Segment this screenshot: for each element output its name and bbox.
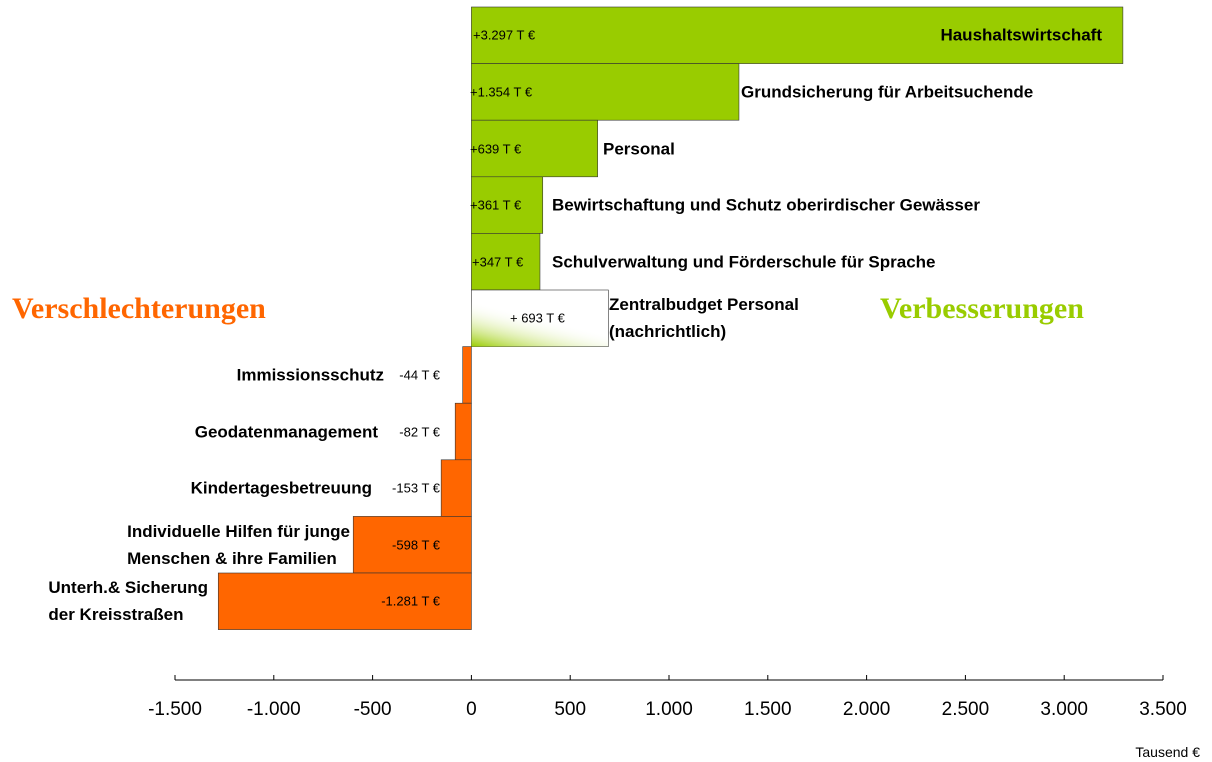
value-label: +3.297 T € [473,27,536,43]
x-tick-label: 2.000 [843,699,891,720]
x-tick-label: 1.500 [744,699,792,720]
category-label: Grundsicherung für Arbeitsuchende [741,82,1034,102]
category-label: Zentralbudget Personal (nachrichtlich) [609,295,799,342]
x-tick-label: 2.500 [942,699,990,720]
value-label: +361 T € [470,197,522,213]
value-label: -1.281 T € [381,593,440,609]
x-tick-label: 3.500 [1139,699,1187,720]
category-label: Personal [603,139,675,158]
value-label: +347 T € [472,254,524,270]
bar-shade [471,290,609,347]
bar [471,233,541,291]
category-label: Bewirtschaftung und Schutz oberirdischer… [552,195,980,215]
bar [454,402,472,461]
value-label: -153 T € [392,480,440,496]
bar [471,6,1124,64]
value-label: +639 T € [470,141,522,156]
value-label: -44 T € [399,367,440,383]
category-label: Kindertagesbetreuung [190,478,372,498]
x-tick-label: 1.000 [645,699,693,720]
x-tick-label: 3.000 [1040,699,1088,720]
value-label: -82 T € [399,424,440,439]
value-label: + 693 T € [510,310,565,326]
x-tick-label: -1.000 [247,699,301,720]
x-tick-label: -1.500 [148,699,202,720]
bar [471,176,544,234]
bar [471,119,598,178]
category-label: Haushaltswirtschaft [940,25,1102,45]
bar [352,516,472,574]
category-label: Unterh.& Sicherung der Kreisstraßen [48,578,208,625]
x-tick-label: 0 [466,699,477,720]
bar [217,572,472,630]
category-label: Geodatenmanagement [194,422,378,441]
annotation-right: Verbesserungen [880,292,1084,325]
bar [471,63,740,121]
value-label: -598 T € [392,537,440,553]
category-label: Immissionsschutz [236,365,384,385]
bar [440,459,472,517]
x-axis-label: Tausend € [1135,744,1200,760]
annotation-left: Verschlechterungen [12,292,266,325]
category-label: Individuelle Hilfen für junge Menschen &… [127,521,350,568]
x-tick-label: -500 [354,699,392,720]
bar [462,346,472,404]
value-label: +1.354 T € [470,84,533,100]
x-tick-label: 500 [554,699,586,720]
category-label: Schulverwaltung und Förderschule für Spr… [552,252,936,272]
